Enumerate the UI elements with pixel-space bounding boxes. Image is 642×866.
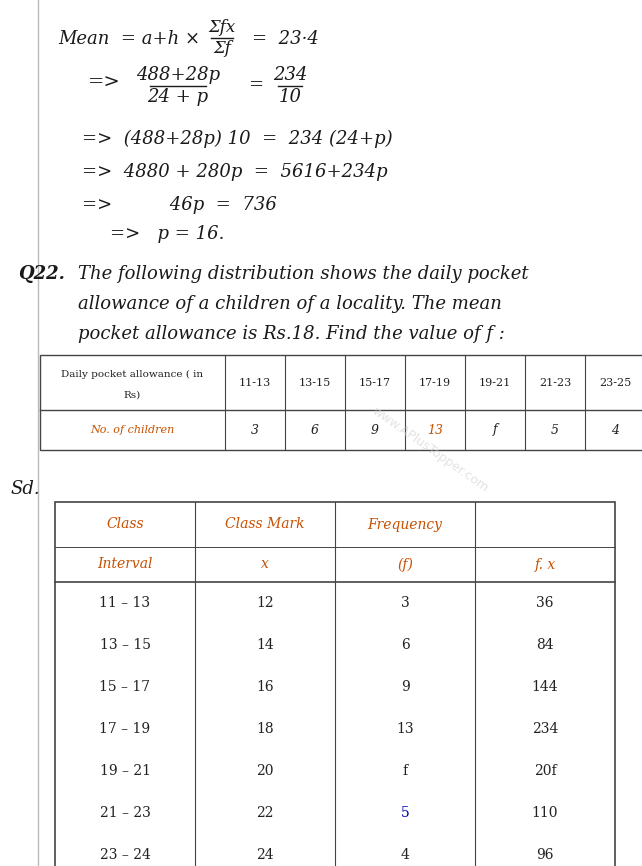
Text: f. x: f. x — [534, 558, 555, 572]
Text: 144: 144 — [532, 680, 559, 694]
Text: 16: 16 — [256, 680, 273, 694]
Text: =>   p = 16.: => p = 16. — [110, 225, 224, 243]
Text: 23-25: 23-25 — [599, 378, 631, 387]
Text: 9: 9 — [371, 423, 379, 436]
Text: 12: 12 — [256, 596, 273, 610]
Text: Class Mark: Class Mark — [225, 518, 305, 532]
Text: Σfx: Σfx — [209, 19, 236, 36]
Text: 5: 5 — [401, 806, 410, 820]
Text: 19-21: 19-21 — [479, 378, 511, 387]
Text: 19 – 21: 19 – 21 — [100, 764, 150, 778]
Text: =: = — [248, 76, 263, 94]
Text: www.APlusTopper.com: www.APlusTopper.com — [369, 404, 490, 495]
Text: pocket allowance is Rs.18. Find the value of f :: pocket allowance is Rs.18. Find the valu… — [78, 325, 505, 343]
Text: Frequency: Frequency — [367, 518, 442, 532]
Text: 234: 234 — [273, 66, 308, 84]
Text: 17 – 19: 17 – 19 — [100, 722, 151, 736]
Bar — [40, 355, 642, 450]
Text: 15 – 17: 15 – 17 — [100, 680, 151, 694]
Text: 13 – 15: 13 – 15 — [100, 638, 150, 652]
Text: Class: Class — [106, 518, 144, 532]
Text: 15-17: 15-17 — [359, 378, 391, 387]
Text: =  23·4: = 23·4 — [252, 30, 319, 48]
Text: 21-23: 21-23 — [539, 378, 571, 387]
Text: allowance of a children of a locality. The mean: allowance of a children of a locality. T… — [78, 295, 502, 313]
Text: 13: 13 — [427, 423, 443, 436]
Text: 11-13: 11-13 — [239, 378, 271, 387]
Text: Interval: Interval — [97, 558, 153, 572]
Text: 3: 3 — [251, 423, 259, 436]
Text: =>          46p  =  736: => 46p = 736 — [82, 196, 277, 214]
Text: Sd.: Sd. — [10, 480, 40, 498]
Text: 11 – 13: 11 – 13 — [100, 596, 151, 610]
Text: x: x — [261, 558, 269, 572]
Text: 13-15: 13-15 — [299, 378, 331, 387]
Text: Rs): Rs) — [124, 390, 141, 399]
Text: No. of children: No. of children — [91, 425, 175, 435]
Text: 84: 84 — [536, 638, 554, 652]
Text: 3: 3 — [401, 596, 410, 610]
Text: f: f — [403, 764, 408, 778]
Text: (f): (f) — [397, 558, 413, 572]
Text: 96: 96 — [536, 848, 554, 862]
Text: 24 + p: 24 + p — [148, 88, 209, 106]
Text: 488+28p: 488+28p — [136, 66, 220, 84]
Text: 22: 22 — [256, 806, 273, 820]
Text: 20f: 20f — [534, 764, 557, 778]
Text: 20: 20 — [256, 764, 273, 778]
Text: 6: 6 — [311, 423, 319, 436]
Text: Mean  = a+h ×: Mean = a+h × — [58, 30, 200, 48]
Text: 14: 14 — [256, 638, 274, 652]
Text: 4: 4 — [401, 848, 410, 862]
Text: 17-19: 17-19 — [419, 378, 451, 387]
Text: 6: 6 — [401, 638, 410, 652]
Text: 36: 36 — [536, 596, 554, 610]
Text: 10: 10 — [279, 88, 302, 106]
Text: =>  (488+28p) 10  =  234 (24+p): => (488+28p) 10 = 234 (24+p) — [82, 130, 393, 148]
Text: 4: 4 — [611, 423, 619, 436]
Text: =>  4880 + 280p  =  5616+234p: => 4880 + 280p = 5616+234p — [82, 163, 388, 181]
Text: The following distribution shows the daily pocket: The following distribution shows the dai… — [78, 265, 528, 283]
Bar — [55, 502, 615, 866]
Text: Q22.: Q22. — [18, 265, 65, 283]
Text: 9: 9 — [401, 680, 410, 694]
Text: Σf: Σf — [213, 40, 231, 57]
Text: f: f — [492, 423, 498, 436]
Text: 21 – 23: 21 – 23 — [100, 806, 150, 820]
Text: 5: 5 — [551, 423, 559, 436]
Text: 24: 24 — [256, 848, 273, 862]
Text: 23 – 24: 23 – 24 — [100, 848, 150, 862]
Text: 110: 110 — [532, 806, 559, 820]
Text: 234: 234 — [532, 722, 558, 736]
Text: 13: 13 — [396, 722, 414, 736]
Text: 18: 18 — [256, 722, 273, 736]
Text: Daily pocket allowance ( in: Daily pocket allowance ( in — [62, 370, 204, 378]
Text: =>: => — [88, 74, 121, 92]
